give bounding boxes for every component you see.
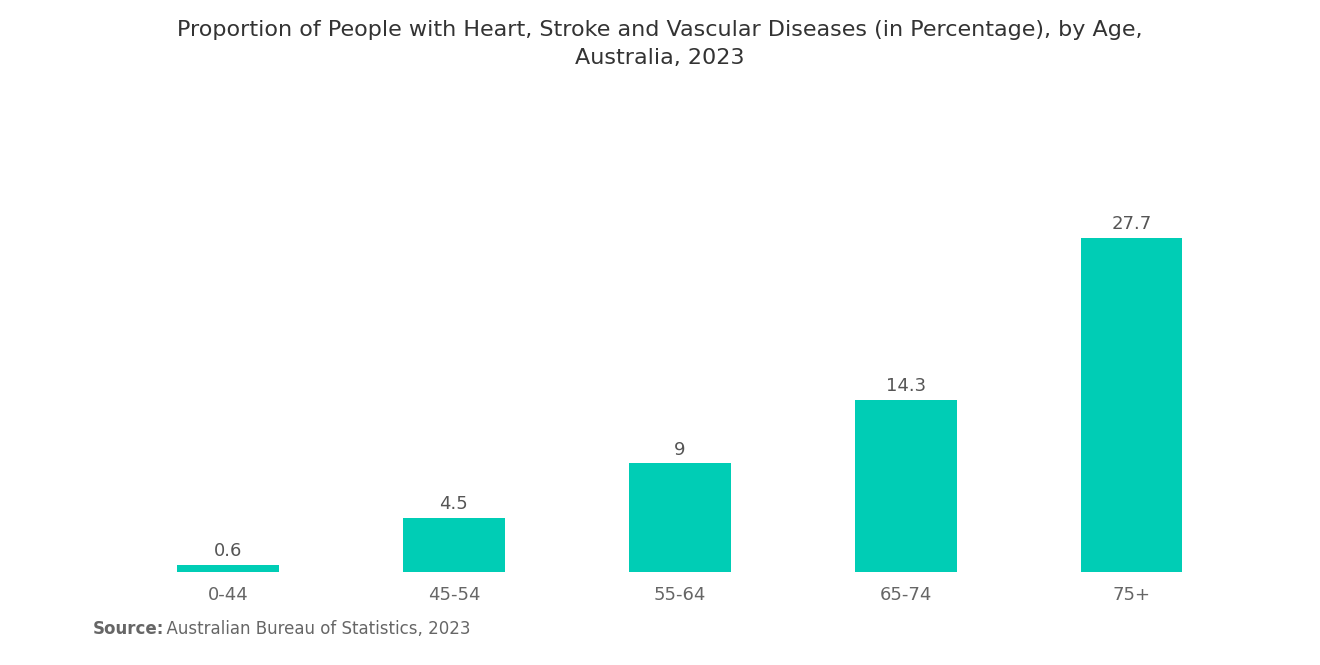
Text: 9: 9 bbox=[675, 441, 685, 459]
Bar bbox=[177, 565, 279, 572]
Bar bbox=[628, 464, 731, 572]
Bar bbox=[403, 517, 504, 572]
Text: 14.3: 14.3 bbox=[886, 376, 925, 395]
Text: 4.5: 4.5 bbox=[440, 495, 469, 513]
Bar bbox=[1081, 238, 1183, 572]
Text: 0.6: 0.6 bbox=[214, 542, 242, 560]
Text: Proportion of People with Heart, Stroke and Vascular Diseases (in Percentage), b: Proportion of People with Heart, Stroke … bbox=[177, 20, 1143, 68]
Text: Australian Bureau of Statistics, 2023: Australian Bureau of Statistics, 2023 bbox=[156, 620, 470, 638]
Text: 27.7: 27.7 bbox=[1111, 215, 1152, 233]
Bar bbox=[855, 400, 957, 572]
Text: Source:: Source: bbox=[92, 620, 164, 638]
